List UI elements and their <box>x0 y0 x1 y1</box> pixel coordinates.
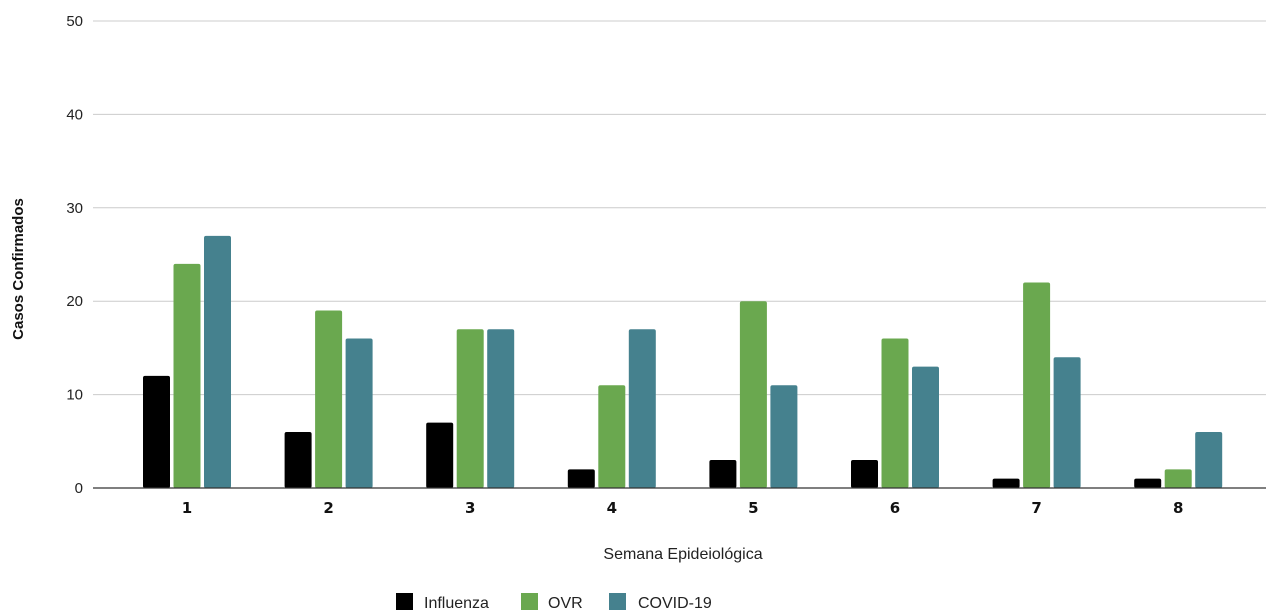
bar-ovr <box>739 301 767 488</box>
x-tick-label: 1 <box>182 499 192 517</box>
y-tick-label: 40 <box>66 106 83 123</box>
x-axis-ticks: 1 2 3 4 5 6 7 8 <box>182 499 1184 517</box>
x-tick-label: 7 <box>1031 499 1041 517</box>
bar-ovr <box>1164 469 1192 488</box>
bar-covid-19 <box>1195 431 1223 488</box>
bar-influenza <box>992 478 1020 488</box>
y-axis-ticks: 0 10 20 30 40 50 <box>66 13 83 497</box>
bar-covid-19 <box>770 385 798 488</box>
x-tick-label: 5 <box>748 499 758 517</box>
bar-influenza <box>851 459 878 488</box>
x-axis-title: Semana Epideiológica <box>603 546 762 563</box>
bar-covid-19 <box>204 235 231 488</box>
legend-swatch <box>521 593 538 610</box>
bar-influenza <box>284 431 312 488</box>
legend: Influenza OVR COVID-19 <box>396 593 712 610</box>
legend-swatch <box>396 593 413 610</box>
bar-influenza <box>1134 478 1162 488</box>
y-tick-label: 30 <box>66 200 83 217</box>
bar-covid-19 <box>1053 357 1081 488</box>
bar-ovr <box>315 310 343 488</box>
legend-label: COVID-19 <box>638 595 712 610</box>
bar-influenza <box>567 469 595 488</box>
x-tick-label: 3 <box>465 499 475 517</box>
legend-label: OVR <box>548 595 583 610</box>
y-tick-label: 50 <box>66 13 83 30</box>
legend-swatch <box>609 593 626 610</box>
y-axis-title: Casos Confirmados <box>10 198 27 340</box>
bar-ovr <box>456 329 484 488</box>
x-tick-label: 4 <box>607 499 617 517</box>
y-tick-label: 20 <box>66 293 83 310</box>
bars <box>143 235 1223 488</box>
bar-covid-19 <box>628 329 656 488</box>
bar-covid-19 <box>345 338 373 488</box>
gridlines <box>93 20 1266 396</box>
y-tick-label: 0 <box>75 480 83 497</box>
bar-ovr <box>1023 282 1051 488</box>
x-tick-label: 6 <box>890 499 900 517</box>
y-tick-label: 10 <box>66 387 83 404</box>
bar-influenza <box>709 459 737 488</box>
bar-influenza <box>426 422 454 488</box>
bar-covid-19 <box>487 329 515 488</box>
legend-label: Influenza <box>424 595 489 610</box>
x-tick-label: 8 <box>1173 499 1183 517</box>
bar-covid-19 <box>912 366 939 488</box>
bar-ovr <box>598 385 626 488</box>
bar-ovr <box>881 338 909 488</box>
x-tick-label: 2 <box>323 499 333 517</box>
bar-ovr <box>173 263 201 488</box>
bar-influenza <box>143 375 170 488</box>
